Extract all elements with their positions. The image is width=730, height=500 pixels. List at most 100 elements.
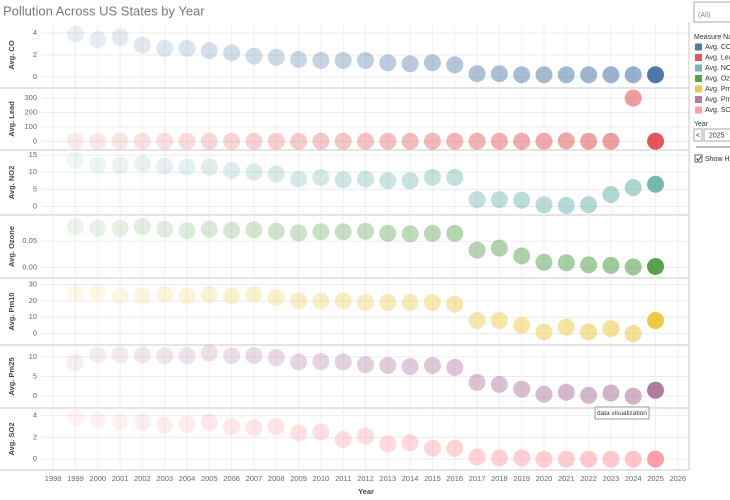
data-point [490, 375, 508, 393]
data-point [156, 220, 174, 238]
data-point [245, 347, 263, 365]
y-tick-label: 20 [29, 296, 37, 305]
checkmark [696, 156, 702, 162]
y-tick-label: 0 [33, 391, 37, 400]
data-point [423, 224, 441, 242]
data-point [312, 132, 330, 150]
data-point [223, 347, 241, 365]
data-point [133, 132, 151, 150]
data-point [89, 284, 107, 302]
data-point [490, 191, 508, 209]
y-tick-label: 0.00 [22, 262, 37, 271]
data-point [468, 311, 486, 329]
data-point [133, 218, 151, 236]
data-point [557, 383, 575, 401]
data-point [401, 55, 419, 73]
data-point [111, 346, 129, 364]
data-point [223, 132, 241, 150]
data-point [89, 132, 107, 150]
data-point [156, 39, 174, 57]
legend-swatch [695, 54, 702, 61]
data-point [379, 132, 397, 150]
y-tick-label: 4 [33, 411, 37, 420]
data-point [89, 411, 107, 429]
x-tick-label: 2001 [112, 474, 129, 483]
data-point [245, 132, 263, 150]
data-point [133, 413, 151, 431]
data-point [133, 346, 151, 364]
data-point [267, 222, 285, 240]
data-point [312, 52, 330, 69]
data-point [223, 162, 241, 180]
data-point [401, 225, 419, 243]
data-point [446, 358, 464, 376]
data-point [357, 356, 374, 374]
data-point [111, 156, 129, 174]
y-tick-label: 0 [33, 454, 37, 463]
checkbox-label[interactable]: Show History [705, 156, 730, 163]
y-tick-label: 10 [29, 352, 37, 361]
data-point [178, 39, 196, 57]
legend-label: Avg. Pm10 [705, 86, 730, 93]
data-point [624, 66, 642, 84]
data-point [267, 48, 285, 66]
y-tick-label: 100 [24, 122, 37, 131]
data-point [401, 294, 419, 312]
data-point [111, 219, 129, 237]
data-point [468, 241, 486, 259]
data-point [379, 172, 397, 190]
x-tick-label: 2008 [268, 474, 285, 483]
prev-button[interactable] [693, 128, 703, 142]
tooltip [594, 406, 650, 420]
data-point [334, 353, 352, 371]
data-point [66, 218, 84, 236]
x-tick-label: 2009 [290, 474, 307, 483]
data-point [89, 156, 107, 174]
data-point [245, 285, 263, 303]
x-tick-label: 2004 [179, 474, 196, 483]
data-point [200, 413, 218, 431]
tooltip-text: data visualization [597, 410, 647, 417]
data-point [557, 66, 575, 84]
filter-dropdown[interactable] [693, 1, 730, 23]
data-point [557, 450, 575, 468]
y-tick-label: 200 [24, 107, 37, 116]
legend-label: Avg. Pm25 [705, 96, 730, 103]
y-tick-label: 0.05 [22, 236, 37, 245]
data-point [624, 450, 642, 468]
data-point [133, 155, 151, 173]
data-point [513, 316, 531, 334]
y-tick-label: 10 [29, 312, 37, 321]
y-tick-label: 15 [29, 150, 37, 159]
data-point [290, 132, 308, 150]
x-tick-label: 2010 [313, 474, 330, 483]
data-point [513, 380, 531, 398]
y-tick-label: 300 [24, 93, 37, 102]
year-input[interactable] [703, 128, 730, 142]
x-tick-label: 2024 [625, 474, 642, 483]
checkbox[interactable] [694, 154, 703, 163]
data-point [624, 258, 642, 276]
data-point [312, 292, 330, 310]
data-point [557, 196, 575, 214]
x-tick-label: 2016 [446, 474, 463, 483]
legend-swatch [695, 85, 702, 93]
x-tick-label: 2026 [670, 474, 687, 483]
filter-value[interactable]: (All) [698, 12, 710, 19]
year-value[interactable]: 2025 [709, 132, 725, 139]
data-point [535, 450, 553, 468]
data-point [357, 294, 374, 312]
x-tick-label: 2000 [89, 474, 106, 483]
data-point [580, 196, 598, 214]
y-tick-label: 0 [33, 329, 37, 338]
prev-button-label[interactable]: < [696, 132, 700, 139]
data-point [647, 381, 665, 399]
legend-label: Avg. Ozone [705, 75, 730, 82]
data-point [379, 435, 397, 453]
legend-label: Avg. Lead [705, 54, 730, 61]
x-tick-label: 2025 [647, 474, 664, 483]
data-point [490, 132, 508, 150]
y-tick-label: 2 [33, 432, 37, 441]
data-point [423, 54, 441, 72]
